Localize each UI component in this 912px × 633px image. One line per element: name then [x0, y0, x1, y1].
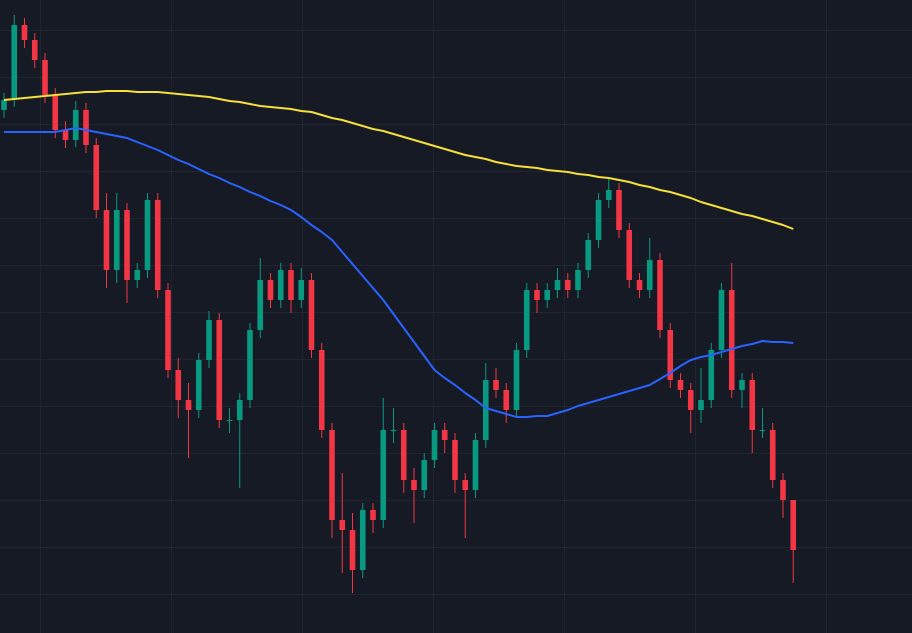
- candle-body: [575, 270, 581, 290]
- candle-body: [72, 110, 79, 140]
- candle-body: [534, 290, 540, 300]
- candle-body: [185, 400, 192, 410]
- candle-body: [329, 430, 335, 520]
- candle-body: [288, 270, 294, 300]
- candle-body: [544, 290, 551, 300]
- candle-body: [206, 320, 212, 360]
- moving-average-line: [4, 127, 794, 418]
- candle-body: [52, 95, 59, 130]
- candle-body: [411, 480, 417, 490]
- candle-body: [482, 380, 489, 440]
- candle-body: [616, 190, 622, 230]
- candle-body: [359, 510, 366, 570]
- candle-body: [236, 400, 243, 420]
- candle-body: [441, 430, 448, 440]
- candle-body: [749, 380, 756, 430]
- candle-body: [421, 460, 428, 490]
- candle-body: [493, 380, 499, 390]
- candle-body: [523, 290, 530, 350]
- candle-body: [103, 210, 110, 270]
- candle-body: [308, 280, 315, 350]
- candle-body: [216, 320, 223, 420]
- candle-body: [718, 290, 725, 350]
- candle-body: [687, 390, 694, 410]
- candle-body: [605, 190, 612, 200]
- candle-body: [677, 380, 684, 390]
- candle-body: [595, 200, 602, 240]
- candle-body: [62, 130, 69, 140]
- moving-average-line: [3, 90, 794, 230]
- candle-body: [657, 260, 663, 330]
- candle-body: [452, 440, 458, 480]
- candle-body: [431, 430, 438, 460]
- candle-body: [277, 270, 284, 300]
- candle-body: [759, 430, 766, 431]
- candle-body: [226, 420, 233, 421]
- candle-body: [165, 290, 171, 370]
- candle-body: [195, 360, 202, 410]
- candle-body: [370, 510, 376, 520]
- candle-body: [298, 280, 305, 300]
- candle-body: [739, 380, 745, 390]
- candle-body: [11, 25, 18, 100]
- candle-body: [646, 260, 653, 290]
- candle-body: [554, 280, 561, 290]
- candle-body: [339, 520, 346, 530]
- candle-body: [267, 280, 274, 300]
- candle-body: [728, 290, 735, 390]
- candle-body: [93, 145, 100, 210]
- candle-body: [585, 240, 592, 270]
- candle-body: [790, 500, 797, 550]
- candle-body: [400, 430, 407, 480]
- candle-body: [390, 430, 397, 431]
- candle-body: [708, 350, 715, 400]
- candle-body: [503, 390, 510, 410]
- candle-body: [564, 280, 571, 290]
- candle-body: [636, 280, 643, 290]
- candle-body: [124, 210, 130, 280]
- candle-body: [42, 60, 48, 95]
- candle-body: [1, 100, 7, 110]
- candle-body: [31, 40, 38, 60]
- candle-body: [769, 430, 776, 480]
- candle-body: [83, 110, 89, 145]
- candle-body: [113, 210, 120, 270]
- candle-body: [462, 480, 469, 490]
- candle-body: [154, 200, 161, 290]
- candle-body: [318, 350, 325, 430]
- candle-body: [257, 280, 264, 330]
- candle-body: [134, 270, 141, 280]
- candle-body: [667, 330, 674, 380]
- candle-body: [780, 480, 786, 500]
- candle-body: [513, 350, 520, 410]
- candle-body: [472, 440, 479, 490]
- candle-body: [144, 200, 151, 270]
- candle-body: [21, 25, 28, 40]
- candle-body: [380, 430, 387, 520]
- candle-body: [698, 400, 704, 410]
- candle-body: [175, 370, 182, 400]
- candle-body: [626, 230, 633, 280]
- candle-body: [349, 530, 356, 570]
- candle-body: [247, 330, 253, 400]
